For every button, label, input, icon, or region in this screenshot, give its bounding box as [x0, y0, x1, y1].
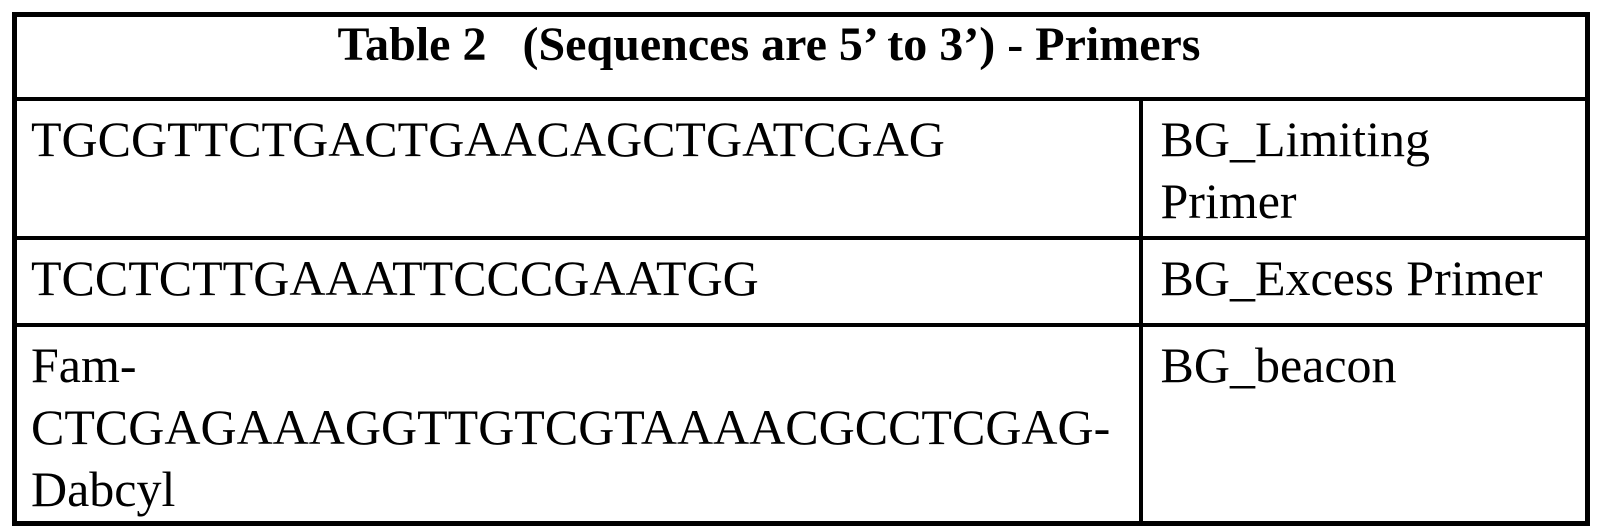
table-row: Fam-CTCGAGAAAGGTTGTCGTAAAACGCCTCGAG-Dabc…	[12, 323, 1590, 526]
primers-table: Table 2 (Sequences are 5’ to 3’) - Prime…	[12, 12, 1591, 526]
sequence-cell: TGCGTTCTGACTGAACAGCTGATCGAG	[12, 97, 1143, 240]
table-row: TCCTCTTGAAATTCCCGAATGG BG_Excess Primer	[12, 236, 1590, 327]
sequence-cell: TCCTCTTGAAATTCCCGAATGG	[12, 236, 1143, 327]
sequence-cell: Fam-CTCGAGAAAGGTTGTCGTAAAACGCCTCGAG-Dabc…	[12, 323, 1143, 526]
primer-name-cell: BG_Limiting Primer	[1138, 97, 1590, 240]
table-header-row: Table 2 (Sequences are 5’ to 3’) - Prime…	[12, 12, 1590, 101]
primer-name-cell: BG_Excess Primer	[1138, 236, 1590, 327]
table-title: Table 2 (Sequences are 5’ to 3’) - Prime…	[12, 12, 1590, 101]
primer-name-cell: BG_beacon	[1138, 323, 1590, 526]
table-row: TGCGTTCTGACTGAACAGCTGATCGAG BG_Limiting …	[12, 97, 1590, 240]
